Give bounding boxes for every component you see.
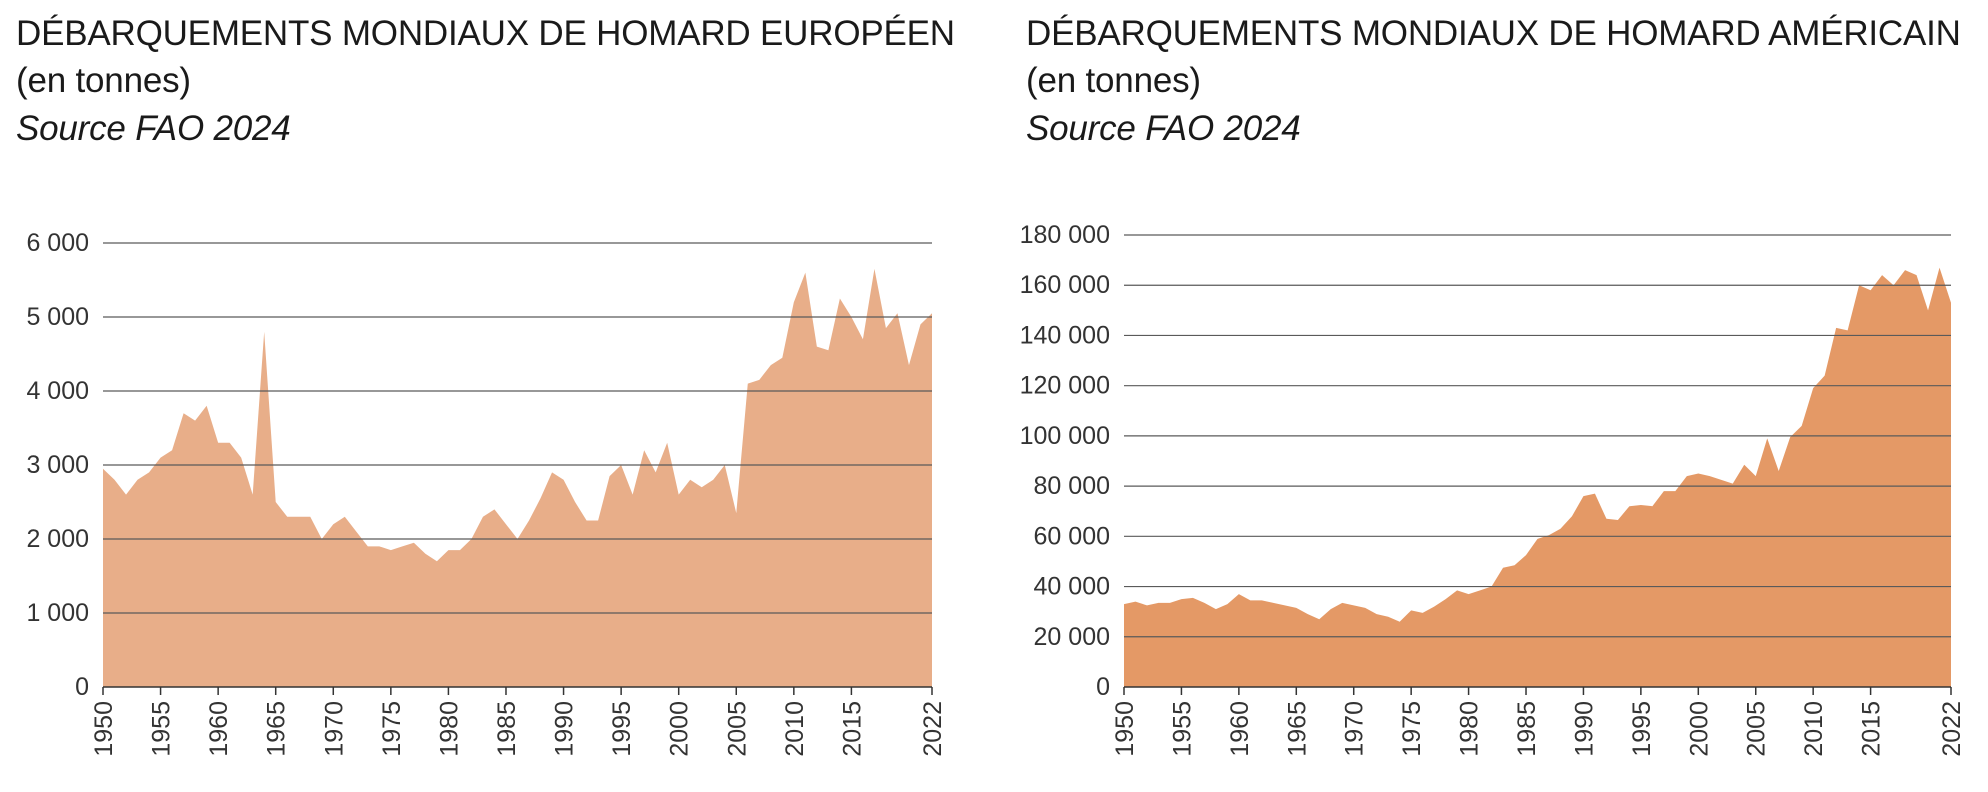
chart-title-block: DÉBARQUEMENTS MONDIAUX DE HOMARD AMÉRICA… [1026, 10, 1961, 152]
chart-title: DÉBARQUEMENTS MONDIAUX DE HOMARD AMÉRICA… [1026, 14, 1961, 53]
x-tick-label: 2005 [1743, 701, 1771, 757]
chart-source: Source FAO 2024 [16, 108, 291, 148]
data-area [103, 268, 932, 687]
european-lobster-panel: DÉBARQUEMENTS MONDIAUX DE HOMARD EUROPÉE… [0, 0, 990, 792]
x-tick-label: 1980 [435, 701, 463, 757]
data-area [1124, 267, 1951, 687]
y-tick-label: 100 000 [1020, 422, 1110, 450]
y-tick-label: 6 000 [26, 229, 89, 257]
x-tick-label: 1965 [1283, 701, 1311, 757]
x-tick-label: 1975 [378, 701, 406, 757]
y-tick-label: 40 000 [1034, 573, 1110, 601]
european-lobster-area-chart: 0 1 000 2 000 3 000 4 000 5 000 6 000 1950 1955 1… [26, 229, 947, 757]
x-tick-label: 1985 [1513, 701, 1541, 757]
y-tick-label: 140 000 [1020, 321, 1110, 349]
x-tick-label: 2015 [838, 701, 866, 757]
x-tick-label: 1960 [205, 701, 233, 757]
x-tick-label: 2005 [723, 701, 751, 757]
x-tick-label: 1980 [1456, 701, 1484, 757]
x-tick-label: 1950 [90, 701, 118, 757]
x-tick-label: 1955 [1168, 701, 1196, 757]
y-tick-label: 1 000 [26, 599, 89, 627]
y-tick-label: 3 000 [26, 451, 89, 479]
x-tick-label: 1960 [1226, 701, 1254, 757]
chart-source: Source FAO 2024 [1026, 108, 1301, 148]
x-tick-label: 1995 [608, 701, 636, 757]
chart-subtitle: (en tonnes) [16, 61, 191, 101]
y-tick-label: 0 [1096, 673, 1110, 701]
x-tick-label: 1955 [148, 701, 176, 757]
x-tick-label: 1970 [1341, 701, 1369, 757]
american-lobster-area-chart: 0 20 000 40 000 60 000 80 000 100 000 120 000 1… [1020, 221, 1966, 757]
x-tick-label: 1950 [1111, 701, 1139, 757]
x-tick-label: 1975 [1398, 701, 1426, 757]
x-tick-label: 2022 [1938, 701, 1966, 757]
y-tick-label: 5 000 [26, 303, 89, 331]
chart-title-block: DÉBARQUEMENTS MONDIAUX DE HOMARD EUROPÉE… [16, 10, 955, 152]
chart-title: DÉBARQUEMENTS MONDIAUX DE HOMARD EUROPÉE… [16, 14, 955, 53]
y-tick-label: 20 000 [1034, 623, 1110, 651]
x-tick-label: 2000 [1685, 701, 1713, 757]
x-tick-label: 1970 [320, 701, 348, 757]
y-tick-label: 180 000 [1020, 221, 1110, 249]
y-tick-label: 80 000 [1034, 472, 1110, 500]
x-tick-label: 1995 [1628, 701, 1656, 757]
x-tick-label: 1990 [1570, 701, 1598, 757]
x-tick-label: 1965 [263, 701, 291, 757]
y-tick-label: 160 000 [1020, 271, 1110, 299]
x-tick-label: 2000 [666, 701, 694, 757]
chart-subtitle: (en tonnes) [1026, 61, 1201, 101]
x-tick-label: 2010 [781, 701, 809, 757]
x-tick-label: 2015 [1858, 701, 1886, 757]
american-lobster-panel: DÉBARQUEMENTS MONDIAUX DE HOMARD AMÉRICA… [1010, 0, 1988, 792]
y-tick-label: 60 000 [1034, 522, 1110, 550]
y-tick-label: 4 000 [26, 377, 89, 405]
y-tick-label: 0 [75, 673, 89, 701]
y-tick-label: 2 000 [26, 525, 89, 553]
x-tick-label: 1985 [493, 701, 521, 757]
x-tick-label: 2022 [919, 701, 947, 757]
y-tick-label: 120 000 [1020, 372, 1110, 400]
x-tick-label: 2010 [1800, 701, 1828, 757]
x-tick-label: 1990 [551, 701, 579, 757]
